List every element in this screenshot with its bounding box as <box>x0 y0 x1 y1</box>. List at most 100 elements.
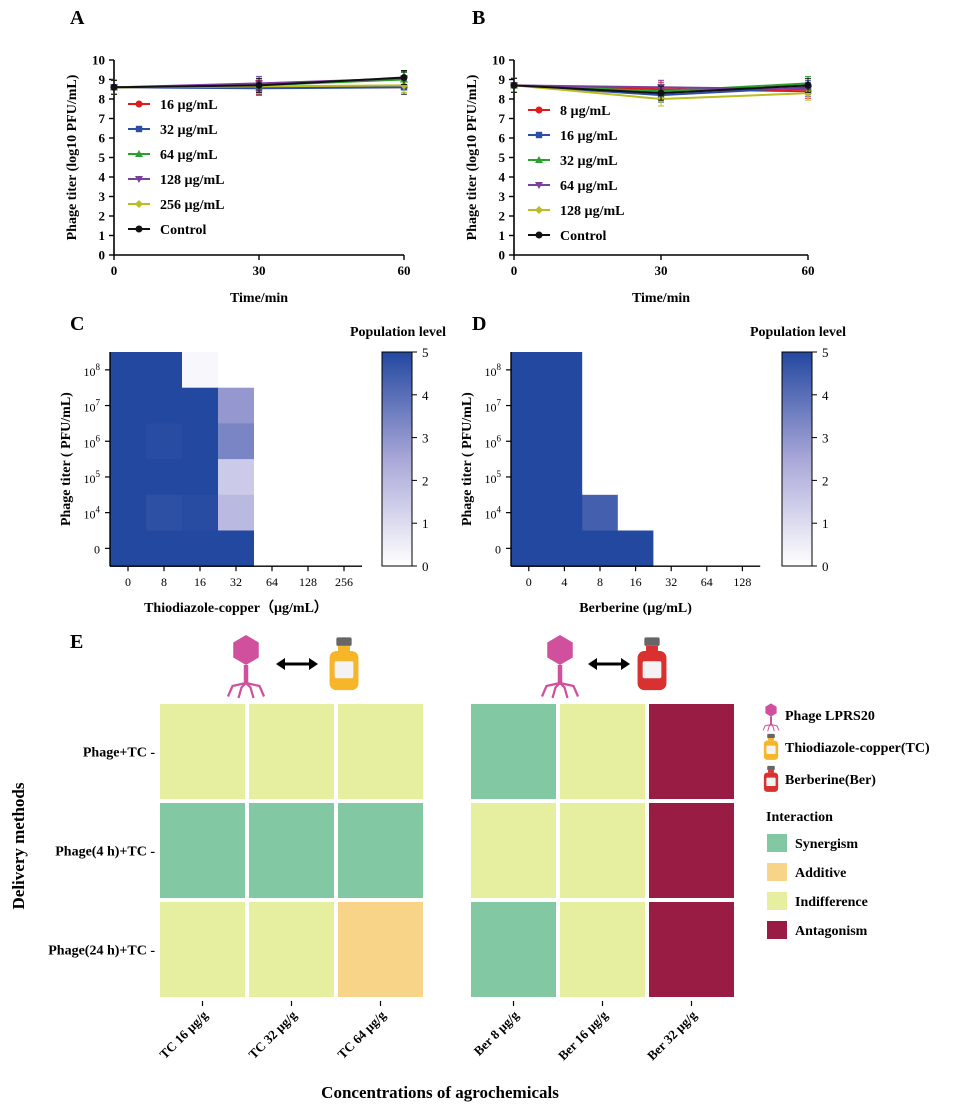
heat-cell <box>326 530 363 567</box>
x-tick-label: 4 <box>561 575 567 589</box>
panel-letter-d: D <box>472 313 486 335</box>
y-tick-label: 5 <box>99 150 106 165</box>
bottle-neck <box>338 645 350 651</box>
interaction-cell <box>160 704 245 799</box>
heat-cell <box>653 352 690 389</box>
interaction-cell <box>560 902 645 997</box>
y-tick-label: 4 <box>99 170 106 185</box>
legend-label: 16 µg/mL <box>560 129 617 144</box>
y-tick-label: 0 <box>99 248 106 263</box>
y-tick-label: 7 <box>99 111 106 126</box>
x-tick-label: 16 <box>630 575 642 589</box>
x-tick-label: 32 <box>230 575 242 589</box>
y-tick-label: 108 <box>485 362 502 379</box>
legend-swatch <box>767 921 787 939</box>
x-axis-title: Time/min <box>632 291 690 306</box>
legend-marker <box>535 182 543 189</box>
colorbar-label: 0 <box>422 559 429 574</box>
ber-bottle-icon <box>637 637 667 691</box>
panel-letter-a: A <box>70 7 85 29</box>
y-tick-label: 4 <box>499 170 506 185</box>
arrow-head-icon <box>588 658 597 670</box>
row-label: Phage(4 h)+TC - <box>55 845 155 860</box>
interaction-matrix: TC 16 µg/g TC 32 µg/g TC 64 µg/g Ber 8 µg/g… <box>9 635 930 1102</box>
bottle-cap <box>336 637 352 646</box>
heat-cell <box>146 387 183 424</box>
y-tick-label: 3 <box>499 189 506 204</box>
bottle-label <box>766 745 776 755</box>
bottle-cap <box>767 765 775 771</box>
heat-cell <box>290 387 327 424</box>
heat-cell <box>582 459 619 496</box>
panel-letter-e: E <box>70 631 83 653</box>
x-tick-label: 64 <box>266 575 278 589</box>
data-point <box>400 74 408 82</box>
heat-cell <box>110 494 147 531</box>
legend-marker <box>135 225 143 233</box>
y-tick-label: 6 <box>499 131 506 146</box>
arrow-head-icon <box>309 658 318 670</box>
legend-label: Indifference <box>795 895 868 910</box>
y-tick-label: 106 <box>485 433 502 450</box>
interaction-cell <box>649 704 734 799</box>
x-axis-title: Time/min <box>230 291 288 306</box>
heat-cell <box>546 459 583 496</box>
x-tick-label: 8 <box>597 575 603 589</box>
heat-cell <box>546 387 583 424</box>
y-tick-label: 2 <box>99 209 106 224</box>
legend-swatch <box>767 863 787 881</box>
heat-cell <box>110 352 147 389</box>
heat-cell <box>218 530 255 567</box>
y-tick-label: 107 <box>84 398 101 415</box>
column-label: TC 16 µg/g <box>156 1007 211 1062</box>
legend-label: Control <box>560 229 607 244</box>
column-label: Ber 8 µg/g <box>471 1007 522 1058</box>
interaction-cell <box>249 902 334 997</box>
heat-cell <box>689 387 726 424</box>
series-6: Control <box>510 77 812 244</box>
interaction-cell <box>471 803 556 898</box>
x-tick-label: 30 <box>655 263 668 278</box>
interaction-cell <box>160 902 245 997</box>
colorbar-label: 1 <box>822 516 829 531</box>
tc-bottle-icon <box>329 637 359 691</box>
x-tick-label: 0 <box>511 263 518 278</box>
y-axis-title: Phage titer ( PFU/mL) <box>460 392 475 526</box>
phage-tail <box>243 665 249 683</box>
heat-cell <box>218 494 255 531</box>
y-tick-label: 104 <box>485 505 502 522</box>
y-tick-label: 106 <box>84 433 101 450</box>
heat-cell <box>617 352 654 389</box>
heat-cell <box>617 387 654 424</box>
heat-cell <box>546 423 583 460</box>
bottle-label <box>642 661 662 679</box>
heat-cell <box>182 494 219 531</box>
x-axis-title: Berberine (µg/mL) <box>579 601 692 616</box>
y-tick-label: 0 <box>495 542 501 556</box>
interaction-cell <box>560 704 645 799</box>
heat-cell <box>254 352 291 389</box>
heat-cell <box>110 459 147 496</box>
y-axis-title: Delivery methods <box>9 782 28 909</box>
legend-label: 32 µg/mL <box>160 123 217 138</box>
y-tick-label: 1 <box>499 228 506 243</box>
heat-cell <box>218 352 255 389</box>
legend-title: Interaction <box>766 810 833 825</box>
y-axis-title: Phage titer (log10 PFU/mL) <box>65 74 80 240</box>
data-point <box>400 81 408 90</box>
legend-marker <box>135 100 143 108</box>
heat-cell <box>689 494 726 531</box>
y-tick-label: 5 <box>499 150 506 165</box>
x-tick-label: 0 <box>125 575 131 589</box>
heat-cell <box>254 494 291 531</box>
bottle-label <box>766 777 776 787</box>
heat-cell <box>724 423 761 460</box>
legend-label: 64 µg/mL <box>160 148 217 163</box>
heat-cell <box>146 423 183 460</box>
legend-label: 256 µg/mL <box>160 198 224 213</box>
heat-cell <box>326 423 363 460</box>
row-label: Phage(24 h)+TC - <box>48 944 155 959</box>
x-tick-label: 0 <box>111 263 118 278</box>
heat-cell <box>146 494 183 531</box>
heat-cell <box>254 459 291 496</box>
